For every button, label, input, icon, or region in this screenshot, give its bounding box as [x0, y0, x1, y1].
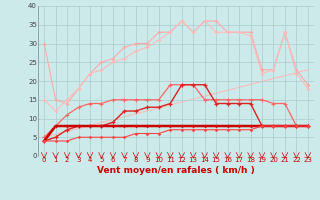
X-axis label: Vent moyen/en rafales ( km/h ): Vent moyen/en rafales ( km/h ) — [97, 166, 255, 175]
